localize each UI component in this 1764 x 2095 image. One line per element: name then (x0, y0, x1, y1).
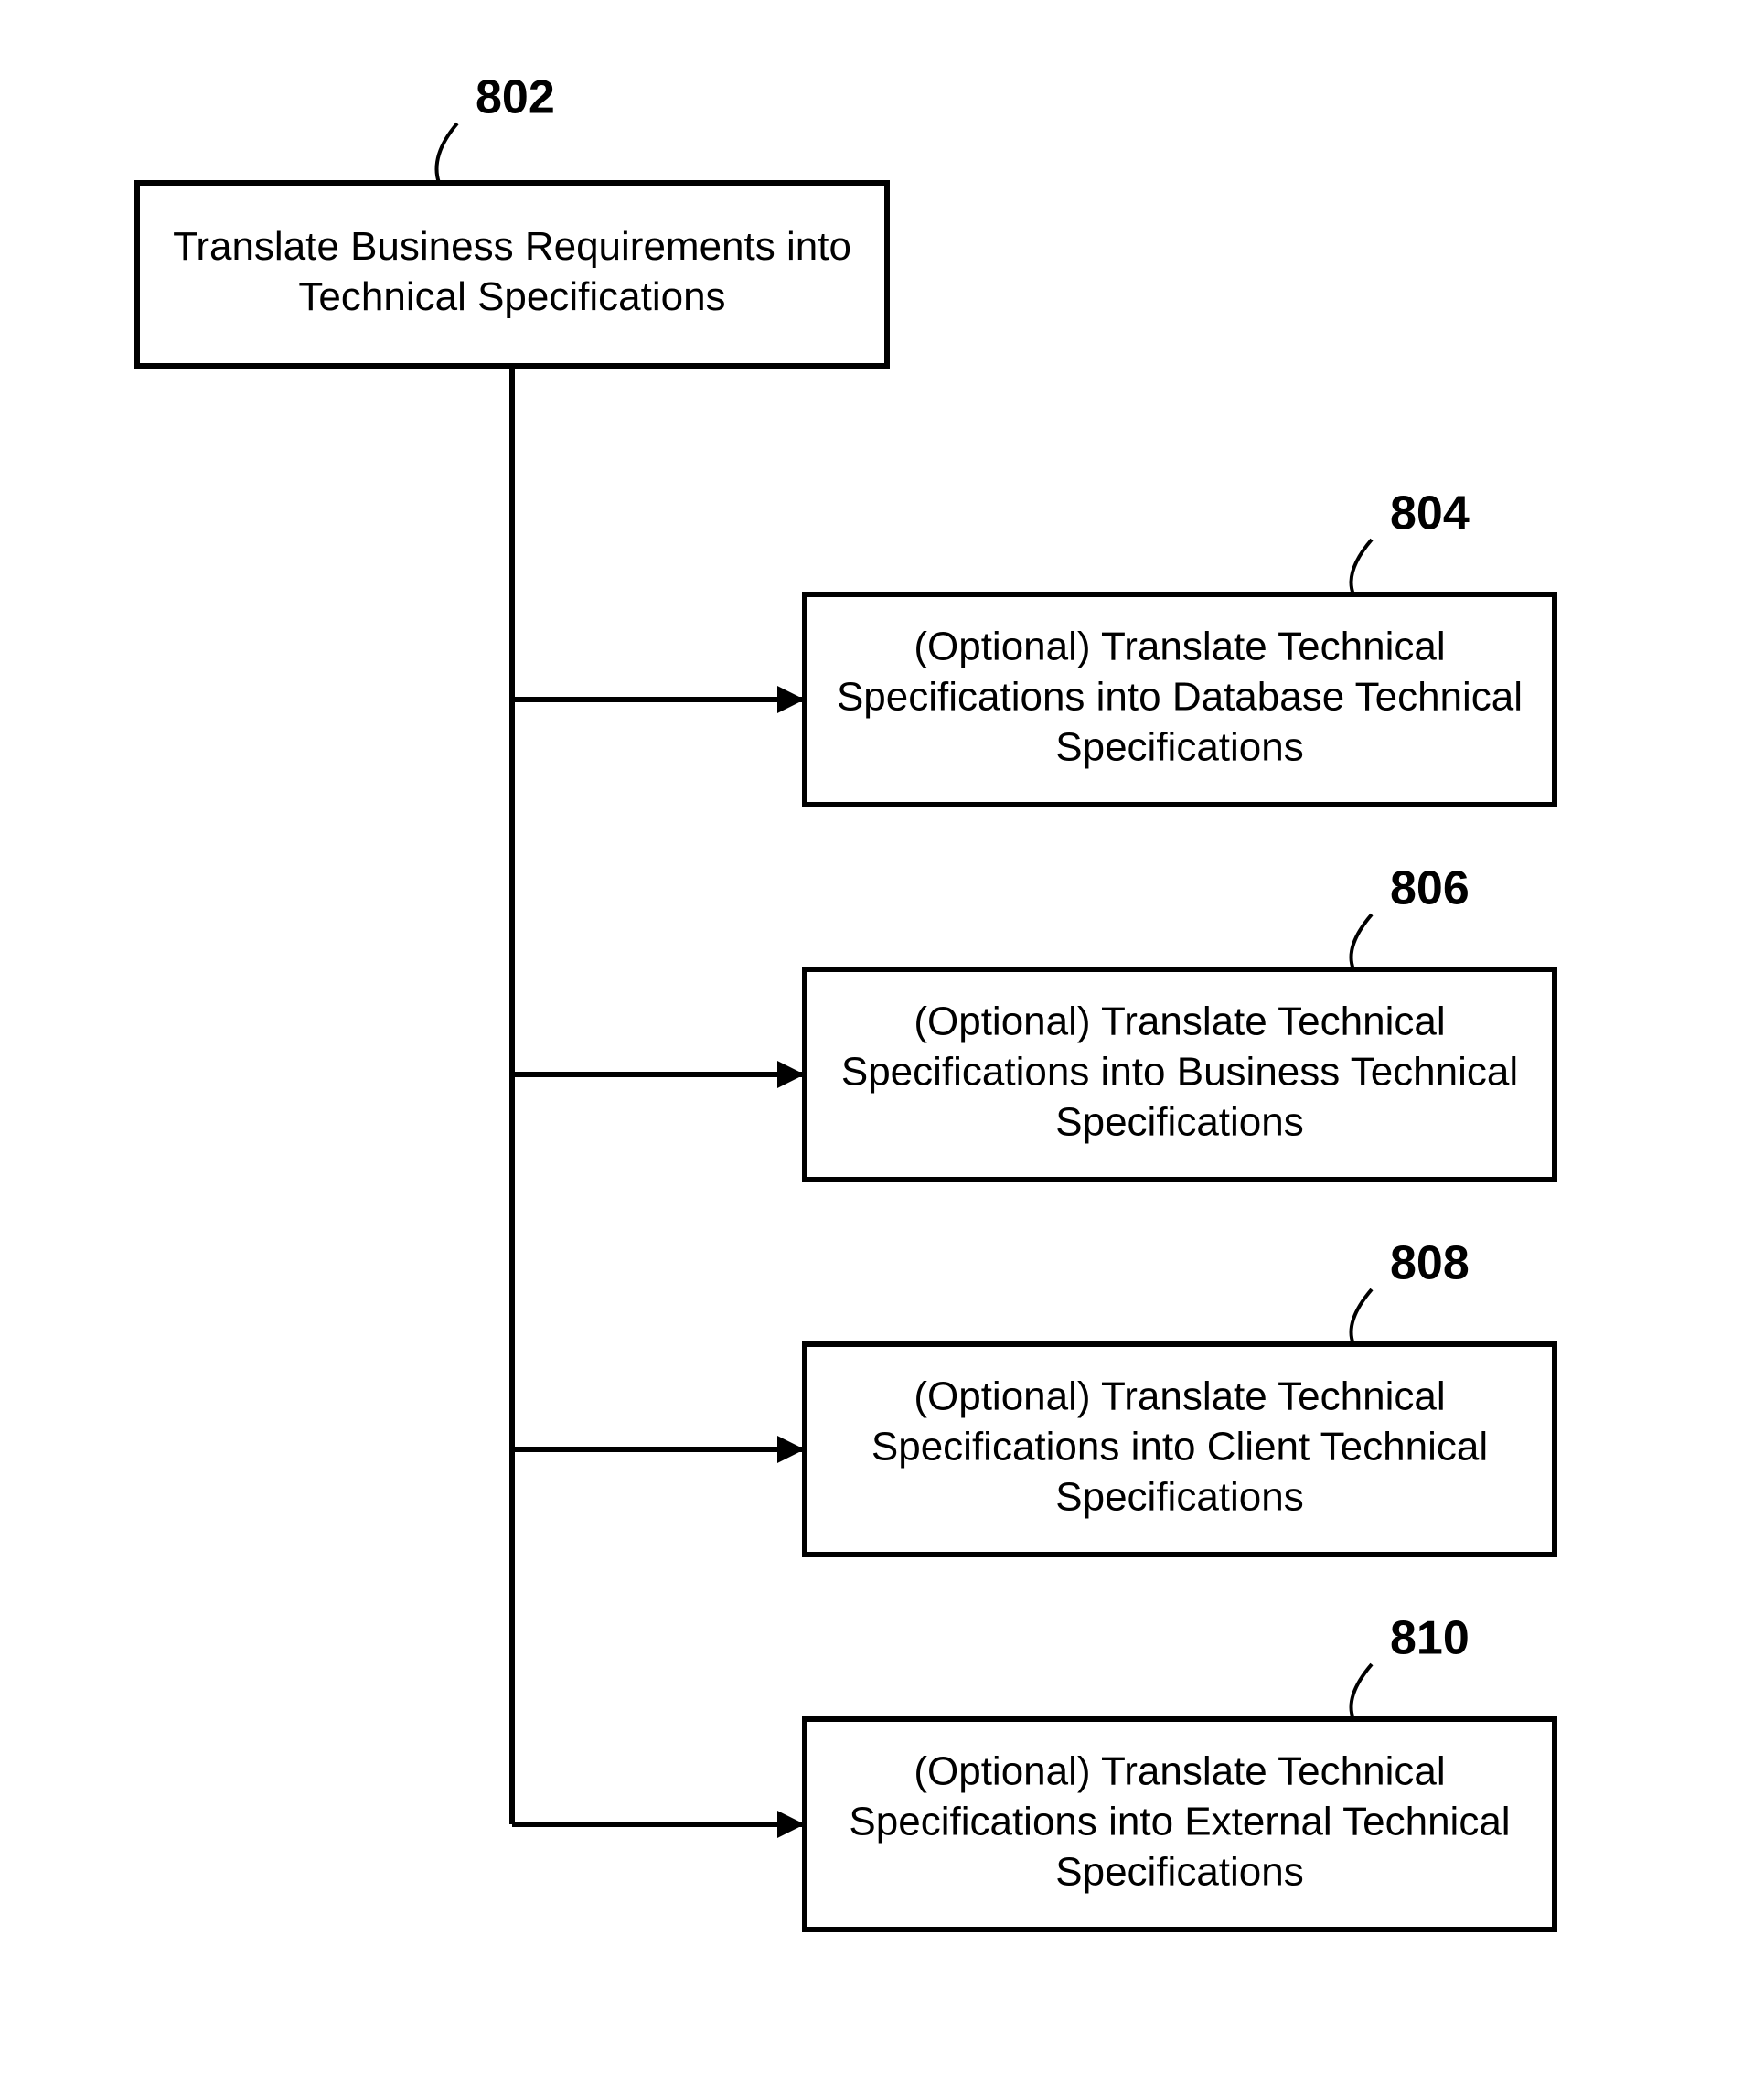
flow-node-text: (Optional) Translate Technical (914, 999, 1445, 1044)
flowchart-diagram: Translate Business Requirements into Tech… (0, 0, 1764, 2095)
flow-node-text: Specifications (1055, 1100, 1303, 1145)
flow-node-text: Specifications (1055, 1850, 1303, 1895)
flow-node-804: (Optional) Translate Technical Specificat… (805, 487, 1555, 805)
flow-node-text: (Optional) Translate Technical (914, 625, 1445, 669)
ref-label-806: 806 (1390, 862, 1470, 915)
flow-node-text: (Optional) Translate Technical (914, 1374, 1445, 1419)
ref-label-804: 804 (1390, 487, 1470, 540)
ref-leader-806 (1352, 914, 1373, 969)
ref-leader-808 (1352, 1289, 1373, 1344)
ref-leader-804 (1352, 540, 1373, 594)
ref-label-802: 802 (476, 71, 555, 124)
flow-node-text: (Optional) Translate Technical (914, 1749, 1445, 1794)
flow-node-806: (Optional) Translate Technical Specificat… (805, 862, 1555, 1180)
flow-node-text: Technical Specifications (298, 274, 725, 319)
flow-node-text: Translate Business Requirements into (173, 224, 851, 269)
ref-leader-810 (1352, 1664, 1373, 1719)
flow-node-808: (Optional) Translate Technical Specificat… (805, 1237, 1555, 1555)
flow-node-text: Specifications (1055, 1475, 1303, 1520)
flow-node-text: Specifications (1055, 725, 1303, 770)
flow-node-text: Specifications into Client Technical (871, 1425, 1488, 1470)
flow-node-text: Specifications into External Technical (849, 1800, 1510, 1844)
ref-leader-802 (437, 123, 458, 183)
flow-node-810: (Optional) Translate Technical Specificat… (805, 1612, 1555, 1929)
flow-node-802: Translate Business Requirements into Tech… (137, 71, 887, 366)
ref-label-810: 810 (1390, 1612, 1470, 1665)
ref-label-808: 808 (1390, 1237, 1470, 1290)
flow-node-text: Specifications into Database Technical (837, 675, 1523, 720)
flow-node-text: Specifications into Business Technical (841, 1050, 1518, 1095)
